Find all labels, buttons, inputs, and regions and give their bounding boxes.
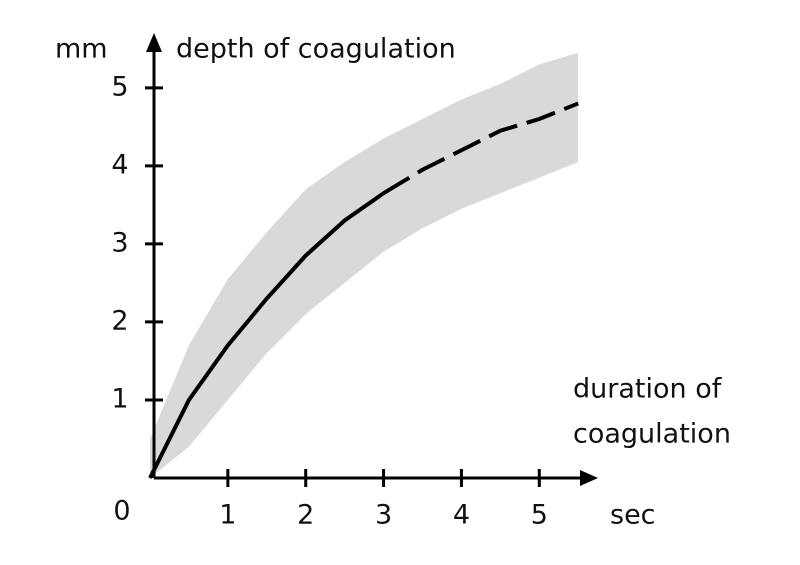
line: [148, 191, 385, 479]
y-tick-label: 5: [111, 71, 128, 102]
y-tick-label: 3: [111, 227, 128, 258]
x-unit: sec: [610, 500, 656, 531]
x-axis-arrow: [580, 470, 598, 486]
band: [150, 52, 579, 479]
y-axis-label: depth of coagulation: [176, 34, 456, 65]
x-tick-label: 5: [531, 500, 548, 531]
x-tick-label: 1: [219, 500, 236, 531]
y-axis-arrow: [146, 33, 162, 52]
y-tick-label: 4: [111, 149, 128, 180]
y-tick-label: 2: [111, 305, 128, 336]
x-axis-label: coagulation: [573, 419, 731, 450]
line: [382, 101, 579, 195]
x-tick-label: 0: [113, 496, 130, 527]
plot-area: [148, 52, 579, 479]
y-unit: mm: [55, 34, 108, 65]
y-tick-label: 1: [111, 383, 128, 414]
x-tick-label: 3: [375, 500, 392, 531]
x-tick-label: 4: [453, 500, 470, 531]
x-axis-label: duration of: [573, 374, 723, 405]
x-tick-label: 2: [297, 500, 314, 531]
